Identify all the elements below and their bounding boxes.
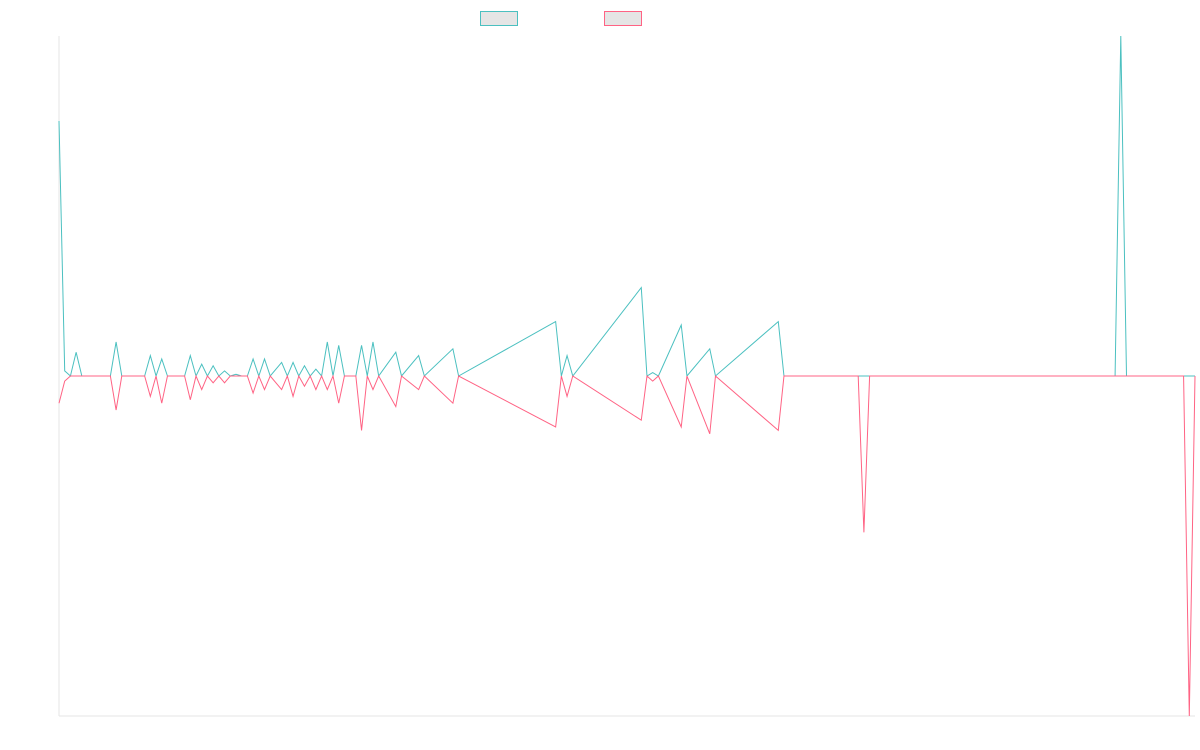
legend-item-series-2[interactable] — [604, 9, 648, 27]
series-line-2 — [58, 374, 1196, 717]
legend-swatch-series-1 — [480, 10, 518, 26]
legend — [0, 9, 1200, 27]
legend-swatch-series-2 — [604, 10, 642, 26]
series-line-1 — [58, 35, 1195, 378]
legend-item-series-1[interactable] — [480, 9, 524, 27]
